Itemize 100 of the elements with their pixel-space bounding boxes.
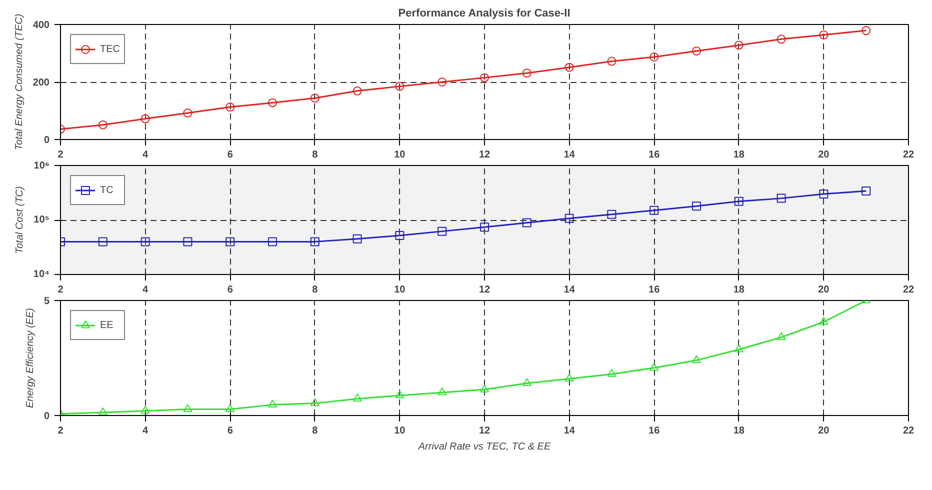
legend-label: TC bbox=[100, 184, 114, 196]
x-tick-label: 22 bbox=[902, 284, 914, 296]
point bbox=[226, 404, 235, 412]
point bbox=[183, 237, 192, 246]
x-tick-label: 14 bbox=[564, 284, 576, 296]
x-tick-label: 2 bbox=[58, 426, 64, 436]
x-tick-label: 2 bbox=[58, 284, 64, 296]
y-tick-label: 0 bbox=[44, 411, 50, 422]
point bbox=[140, 114, 150, 124]
x-tick-label: 22 bbox=[902, 426, 914, 436]
point bbox=[692, 46, 701, 56]
point bbox=[819, 189, 828, 198]
point bbox=[480, 222, 489, 232]
point bbox=[862, 26, 871, 36]
point bbox=[776, 194, 786, 203]
x-tick-label: 10 bbox=[394, 284, 406, 296]
point bbox=[650, 362, 659, 371]
point bbox=[692, 355, 701, 364]
x-tick-label: 12 bbox=[478, 150, 490, 160]
point bbox=[692, 202, 701, 211]
point bbox=[607, 210, 616, 219]
x-tick-label: 16 bbox=[648, 150, 660, 160]
y-axis-title: Total Cost (TC) bbox=[14, 186, 26, 254]
point bbox=[522, 378, 532, 386]
point bbox=[268, 237, 277, 246]
point bbox=[650, 206, 659, 215]
point bbox=[183, 404, 192, 412]
x-tick-label: 14 bbox=[564, 426, 576, 436]
point bbox=[522, 68, 532, 78]
point bbox=[98, 237, 108, 246]
point bbox=[776, 332, 786, 340]
x-tick-label: 16 bbox=[648, 284, 660, 296]
point bbox=[734, 40, 744, 50]
point bbox=[607, 56, 616, 66]
point bbox=[819, 316, 828, 325]
point bbox=[438, 226, 447, 236]
point bbox=[310, 94, 320, 103]
point bbox=[183, 108, 192, 118]
point bbox=[98, 407, 108, 416]
x-tick-label: 10 bbox=[394, 426, 406, 436]
point bbox=[522, 218, 532, 228]
x-tick-label: 10 bbox=[394, 150, 406, 160]
point bbox=[438, 387, 447, 396]
point bbox=[564, 214, 574, 223]
x-tick-label: 12 bbox=[478, 426, 490, 436]
y-tick-label: 10⁵ bbox=[34, 214, 50, 226]
y-tick-label: 10⁶ bbox=[34, 160, 50, 172]
x-tick-label: 18 bbox=[733, 426, 745, 436]
point bbox=[140, 406, 150, 414]
x-tick-label: 12 bbox=[478, 284, 490, 296]
x-tick-label: 20 bbox=[818, 426, 830, 436]
point bbox=[352, 86, 362, 96]
point bbox=[395, 82, 404, 91]
point bbox=[226, 237, 235, 246]
point bbox=[352, 234, 362, 244]
point bbox=[352, 394, 362, 402]
legend-label: EE bbox=[100, 320, 114, 330]
point bbox=[650, 52, 659, 62]
point bbox=[607, 368, 616, 377]
legend-label: TEC bbox=[100, 44, 120, 54]
point bbox=[310, 237, 320, 246]
x-tick-label: 18 bbox=[733, 284, 745, 296]
point bbox=[268, 98, 277, 108]
x-tick-label: 6 bbox=[227, 426, 234, 436]
point bbox=[776, 34, 786, 44]
y-tick-label: 400 bbox=[32, 20, 50, 31]
point bbox=[564, 374, 574, 382]
point bbox=[395, 390, 404, 398]
x-tick-label: 20 bbox=[818, 284, 830, 296]
point bbox=[140, 237, 150, 246]
x-tick-label: 8 bbox=[312, 284, 318, 296]
point bbox=[395, 230, 404, 240]
x-tick-label: 4 bbox=[142, 150, 149, 160]
y-axis-title: Energy Efficiency (EE) bbox=[24, 308, 36, 408]
x-tick-label: 22 bbox=[902, 150, 914, 160]
point bbox=[480, 73, 489, 82]
y-axis-title: Total Energy Consumed (TEC) bbox=[14, 14, 25, 150]
point bbox=[268, 400, 277, 408]
y-tick-label: 10⁴ bbox=[33, 269, 50, 280]
point bbox=[862, 186, 871, 196]
y-tick-label: 0 bbox=[44, 135, 50, 146]
point bbox=[226, 102, 235, 112]
point bbox=[734, 196, 744, 206]
point bbox=[819, 30, 828, 40]
x-tick-label: 8 bbox=[312, 150, 318, 160]
point bbox=[734, 344, 744, 352]
point bbox=[310, 398, 320, 406]
point bbox=[98, 120, 108, 130]
x-tick-label: 6 bbox=[227, 284, 234, 296]
x-tick-label: 4 bbox=[142, 426, 149, 436]
x-tick-label: 16 bbox=[648, 426, 660, 436]
x-tick-label: 20 bbox=[818, 150, 830, 160]
y-tick-label: 200 bbox=[32, 78, 50, 88]
point bbox=[564, 62, 574, 72]
y-tick-label: 5 bbox=[44, 296, 50, 307]
x-tick-label: 4 bbox=[142, 284, 149, 296]
x-tick-label: 8 bbox=[312, 426, 318, 436]
chart-title: Performance Analysis for Case-II bbox=[398, 8, 570, 20]
point bbox=[480, 384, 489, 392]
x-tick-label: 18 bbox=[733, 150, 745, 160]
